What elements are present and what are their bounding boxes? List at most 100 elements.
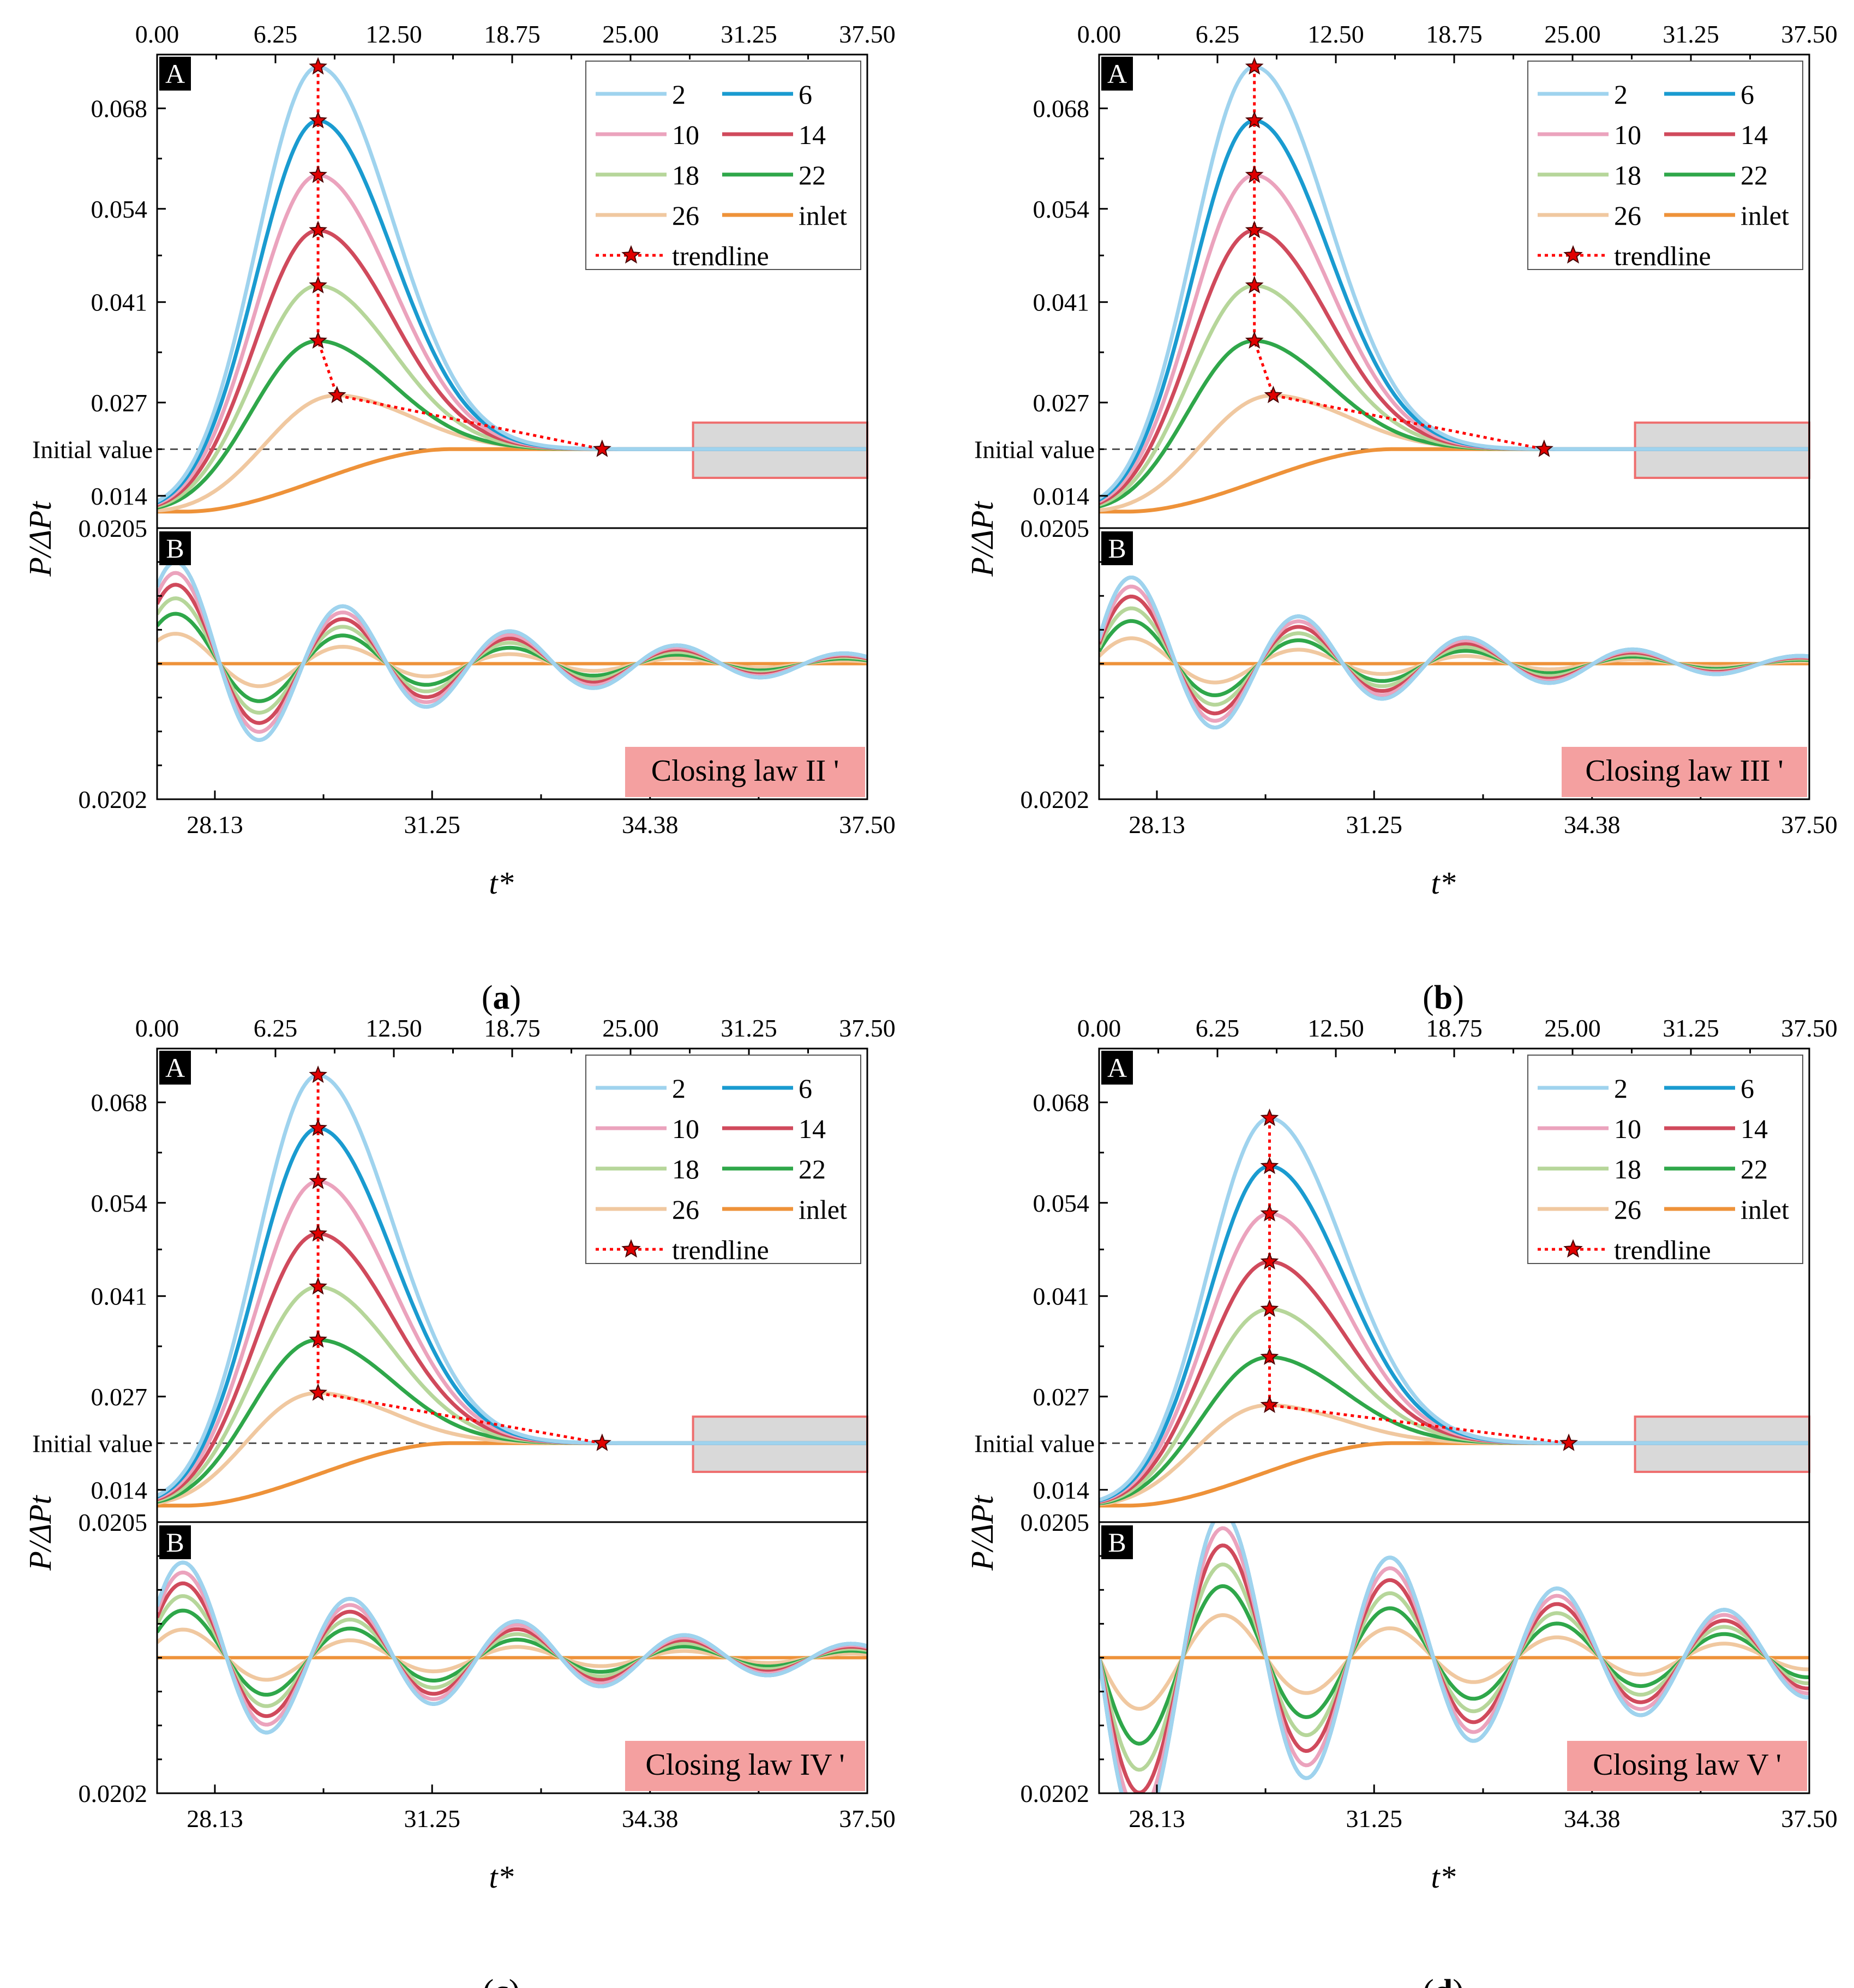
y-axis-label: P/ΔPt (22, 501, 58, 577)
law-label-bg (625, 1741, 865, 1791)
top-x-tick-label: 37.50 (839, 20, 896, 48)
legend-label-10: 10 (672, 119, 699, 150)
lower-curve-22 (157, 1608, 867, 1697)
subplot-tag-a: A (1107, 1052, 1127, 1083)
trendline-star-5 (1245, 331, 1264, 349)
legend-label-26: 26 (1614, 1194, 1641, 1225)
upper-y-tick-label: 0.041 (1033, 1283, 1090, 1310)
upper-curves (157, 1073, 867, 1508)
caption-open-paren: ( (483, 1973, 494, 1988)
bottom-x-tick-label: 31.25 (404, 1805, 460, 1833)
upper-y-tick-label: 0.014 (91, 482, 148, 510)
trendline-star-3 (309, 220, 328, 238)
legend-label-6: 6 (1741, 1073, 1754, 1104)
bottom-x-tick-label: 37.50 (1781, 1805, 1838, 1833)
trendline-star-6 (309, 1383, 328, 1401)
trendline-star-1 (1260, 1156, 1279, 1175)
subplot-tag-a-bg (1101, 1051, 1133, 1085)
subplot-tag-b-bg (159, 1525, 191, 1559)
curve-2 (157, 64, 866, 503)
subplot-tag-b: B (1108, 1527, 1126, 1558)
legend-star-icon (1563, 245, 1583, 264)
caption-close-paren: ) (1453, 1973, 1464, 1988)
trendline-star-5 (309, 1330, 328, 1348)
top-x-tick-label: 31.25 (721, 1014, 777, 1042)
legend-label-14: 14 (1741, 1113, 1768, 1144)
panel-b: 0.00 6.25 12.50 18.75 25.00 31.25 37.50 0.068 0.… (964, 20, 1838, 1016)
lower-curves (1099, 1522, 1809, 1793)
trendline (316, 1075, 603, 1445)
initial-value-label: Initial value (32, 1429, 153, 1457)
initial-value-label: Initial value (974, 435, 1095, 463)
panel-c: 0.00 6.25 12.50 18.75 25.00 31.25 37.50 0.068 0.… (22, 1014, 896, 1988)
legend-label-26: 26 (672, 1194, 699, 1225)
legend-label-18: 18 (672, 160, 699, 190)
trendline-star-6 (1260, 1395, 1279, 1414)
top-x-tick-label: 31.25 (1663, 20, 1719, 48)
trendline-star-0 (1260, 1108, 1279, 1126)
upper-y-tick-label: 0.068 (1033, 95, 1090, 123)
subplot-tag-a: A (165, 1052, 185, 1083)
caption-letter: a (493, 979, 510, 1016)
trendline-star-3 (309, 1224, 328, 1242)
trendline-star-6 (1264, 385, 1283, 404)
top-x-tick-label: 12.50 (365, 1014, 422, 1042)
legend-label-18: 18 (1614, 1154, 1641, 1184)
legend-label-2: 2 (672, 1073, 686, 1104)
caption-open-paren: ( (1423, 1973, 1434, 1988)
panel-caption: (a) (482, 979, 521, 1016)
trendline-star-3 (1245, 220, 1264, 238)
top-x-tick-label: 25.00 (602, 1014, 659, 1042)
lower-y-tick-label: 0.0205 (1021, 1508, 1090, 1536)
lower-y-tick-label: 0.0205 (79, 1508, 148, 1536)
legend-label-6: 6 (799, 1073, 812, 1104)
bottom-x-tick-label: 37.50 (839, 1805, 896, 1833)
upper-curves (157, 64, 867, 514)
lower-y-tick-label: 0.0202 (79, 786, 148, 813)
top-x-tick-label: 6.25 (1196, 1014, 1240, 1042)
closing-law-label: Closing law II ' (651, 754, 839, 788)
legend-label-trendline: trendline (1614, 1235, 1711, 1265)
lower-y-tick-label: 0.0202 (79, 1780, 148, 1807)
legend-label-trendline: trendline (1614, 241, 1711, 271)
legend-box (585, 61, 861, 270)
upper-y-tick-label: 0.054 (1033, 1189, 1090, 1217)
upper-y-tick-label: 0.014 (1033, 482, 1090, 510)
bottom-x-tick-label: 31.25 (1346, 811, 1402, 839)
lower-curve-22 (157, 612, 867, 703)
top-x-tick-label: 18.75 (484, 1014, 541, 1042)
legend-label-2: 2 (1614, 1073, 1628, 1104)
caption-letter: c (494, 1973, 509, 1988)
legend-label-inlet: inlet (799, 200, 847, 231)
top-x-tick-label: 25.00 (1544, 1014, 1601, 1042)
subplot-tag-b-bg (1101, 1525, 1133, 1559)
legend-label-2: 2 (672, 79, 686, 110)
trendline-star-6 (328, 385, 346, 404)
initial-value-label: Initial value (32, 435, 153, 463)
upper-y-tick-label: 0.054 (1033, 195, 1090, 223)
trendline-star-0 (1245, 57, 1264, 75)
trendline (1253, 67, 1545, 451)
legend-box (1527, 1055, 1803, 1264)
top-x-tick-label: 12.50 (365, 20, 422, 48)
top-x-tick-label: 37.50 (839, 1014, 896, 1042)
trendline (1268, 1118, 1569, 1445)
closing-law-label: Closing law IV ' (645, 1748, 844, 1782)
trendline-star-2 (1260, 1203, 1279, 1221)
top-x-tick-label: 12.50 (1307, 1014, 1364, 1042)
trendline-star-1 (1245, 111, 1264, 129)
upper-y-tick-label: 0.041 (91, 1283, 148, 1310)
y-axis-label: P/ΔPt (22, 1495, 58, 1571)
closing-law-label: Closing law V ' (1593, 1748, 1781, 1782)
legend-label-trendline: trendline (672, 1235, 769, 1265)
trendline-star-4 (1260, 1299, 1279, 1317)
trendline-star-2 (309, 1171, 328, 1189)
upper-y-tick-label: 0.068 (1033, 1089, 1090, 1117)
subplot-tag-b-bg (159, 531, 191, 565)
upper-curves (1099, 64, 1809, 514)
lower-curve-26 (157, 632, 867, 688)
legend-label-2: 2 (1614, 79, 1628, 110)
top-x-tick-label: 18.75 (1426, 20, 1483, 48)
legend-box (1527, 61, 1803, 270)
